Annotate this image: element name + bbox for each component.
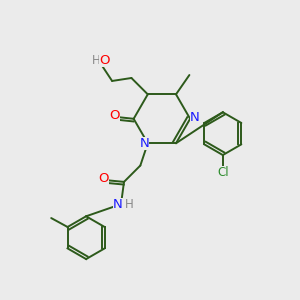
Text: H: H (92, 54, 101, 67)
Text: O: O (99, 54, 109, 67)
Text: H: H (125, 198, 134, 211)
Text: N: N (113, 198, 123, 211)
Text: Cl: Cl (217, 167, 229, 179)
Text: N: N (190, 111, 200, 124)
Text: O: O (98, 172, 108, 185)
Text: O: O (109, 109, 120, 122)
Text: N: N (139, 137, 149, 150)
